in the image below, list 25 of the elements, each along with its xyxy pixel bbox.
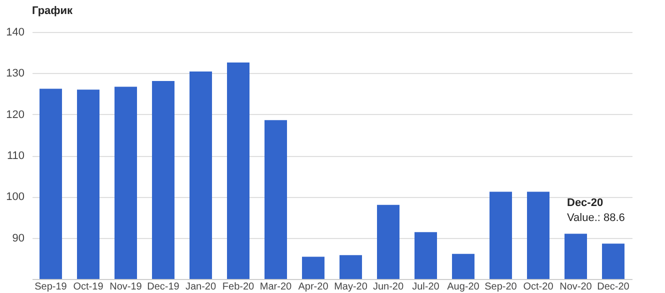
y-tick-label: 110 (6, 150, 24, 162)
x-tick-label: Jan-20 (185, 282, 216, 292)
x-tick-label: Sep-20 (484, 282, 518, 292)
y-tick-label: 90 (12, 232, 24, 244)
annotation: Dec-20 (567, 197, 604, 209)
annotation: Value.: 88.6 (567, 212, 625, 224)
x-tick-label: Nov-19 (110, 282, 142, 292)
chart-title: График (32, 5, 74, 17)
x-tick-label: Jun-20 (372, 282, 404, 292)
x-tick-label: Jul-20 (412, 282, 440, 292)
x-tick-label: Dec-19 (147, 282, 180, 292)
x-tick-label: Sep-19 (34, 282, 68, 292)
x-tick-label: Aug-20 (447, 282, 480, 292)
x-tick-label: Mar-20 (260, 282, 292, 292)
y-tick-label: 120 (6, 108, 24, 121)
x-tick-label: Apr-20 (298, 282, 329, 292)
x-tick-label: Nov-20 (560, 282, 592, 292)
y-tick-label: 100 (6, 191, 24, 204)
x-tick-label: Oct-20 (523, 282, 554, 292)
x-tick-label: Feb-20 (222, 282, 255, 292)
x-tick-label: Dec-20 (597, 282, 630, 292)
x-tick-label: May-20 (334, 282, 368, 292)
x-tick-label: Oct-19 (73, 282, 104, 292)
y-tick-label: 130 (6, 68, 24, 80)
y-tick-label: 140 (6, 26, 24, 38)
